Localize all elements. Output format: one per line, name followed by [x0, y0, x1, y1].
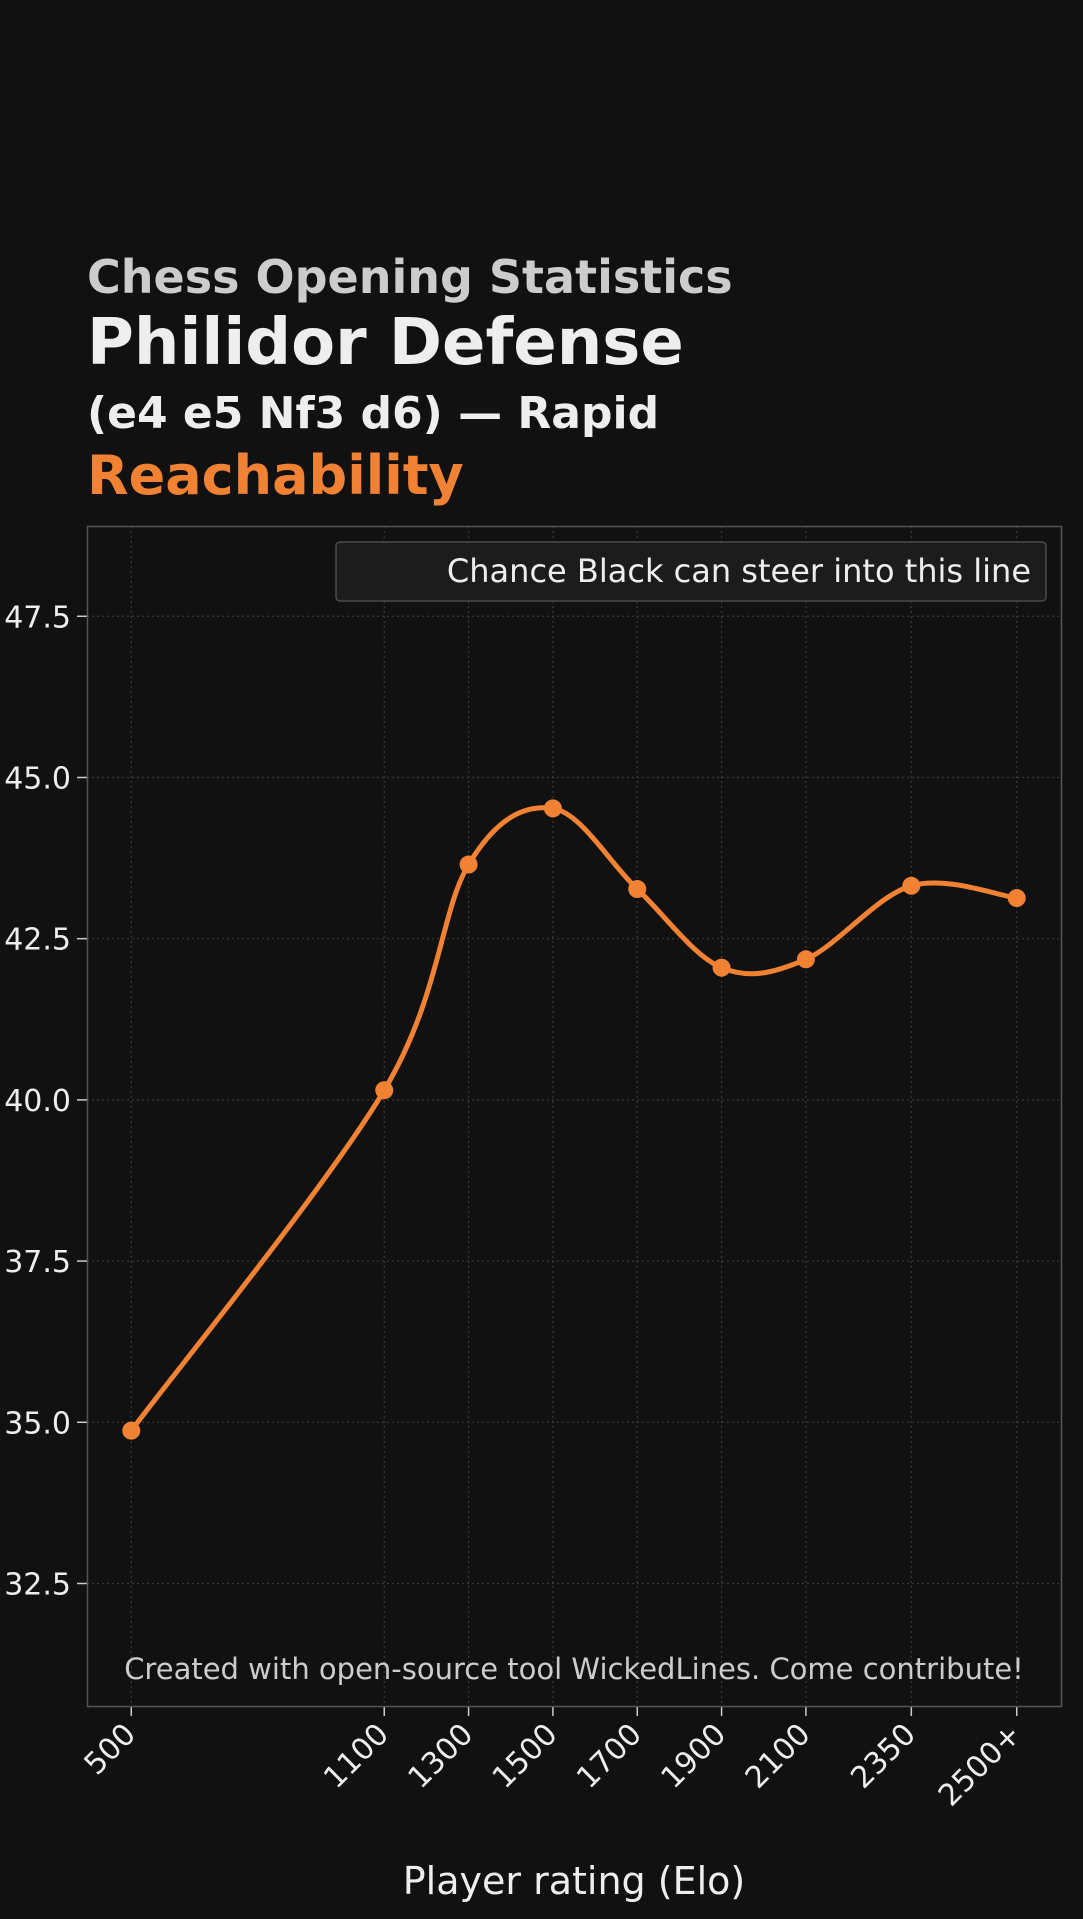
data-point	[122, 1421, 141, 1440]
data-point	[1007, 889, 1026, 908]
chart-supertitle: Chess Opening Statistics	[87, 250, 733, 304]
plot-frame	[86, 525, 1063, 1708]
data-points	[122, 799, 1026, 1440]
y-tick-label: 37.5	[4, 1245, 71, 1280]
x-axis-label: Player rating (Elo)	[403, 1859, 745, 1903]
legend: Chance Black can steer into this line	[335, 541, 1047, 602]
legend-box	[335, 541, 1047, 602]
data-point	[375, 1081, 394, 1100]
data-point	[459, 855, 478, 874]
y-tick-label: 32.5	[4, 1567, 71, 1602]
chart-title: Philidor Defense	[87, 306, 684, 380]
data-point	[796, 950, 815, 969]
series	[128, 805, 1020, 1434]
y-tick-label: 42.5	[4, 923, 71, 958]
data-point	[628, 880, 647, 899]
grid	[87, 526, 1061, 1706]
y-tick-label: 47.5	[4, 600, 71, 635]
y-tick-label: 40.0	[4, 1084, 71, 1119]
y-tick-label: 35.0	[4, 1406, 71, 1441]
data-point	[902, 876, 921, 895]
series-line	[128, 805, 1020, 1434]
credit-text: Created with open-source tool WickedLine…	[124, 1652, 1024, 1686]
data-point	[712, 958, 731, 977]
legend-label: Chance Black can steer into this line	[447, 552, 1031, 590]
data-point	[543, 799, 562, 818]
chart-metric-title: Reachability	[87, 444, 464, 507]
y-tick-label: 45.0	[4, 761, 71, 796]
chart-subtitle: (e4 e5 Nf3 d6) — Rapid	[87, 388, 659, 439]
